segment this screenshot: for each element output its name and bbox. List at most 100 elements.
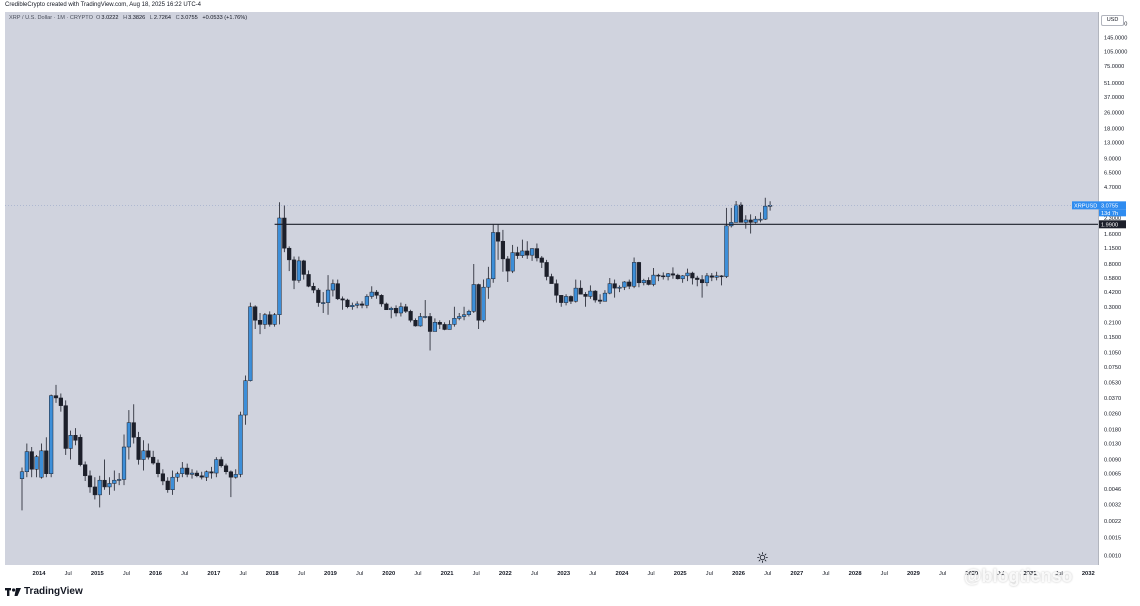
candle [685, 272, 690, 277]
candle [510, 252, 515, 272]
candle [194, 472, 199, 477]
time-axis-label: Jul [939, 571, 946, 577]
candle [257, 320, 263, 325]
price-axis-label: 0.8000 [1104, 262, 1121, 268]
time-axis-label: 2029 [907, 571, 921, 577]
time-axis-label: 2018 [266, 571, 280, 577]
chart-plot-area[interactable]: XRP / U.S. Dollar · 1M · CRYPTO O3.0222 … [5, 12, 1098, 565]
candle [457, 316, 462, 319]
candle [335, 283, 340, 300]
price-axis-label: 13.0000 [1104, 141, 1124, 147]
candle [223, 465, 229, 473]
candle [520, 250, 525, 256]
candle [641, 280, 646, 284]
candle [699, 279, 705, 284]
time-axis-svg: 2014 Jul 2015 Jul 2016 Jul 2017 Jul 2018 Jul 2019 J… [33, 571, 1095, 577]
candle [466, 311, 472, 315]
price-axis-label: 6.5000 [1104, 171, 1121, 177]
time-axis-label: Jul [123, 571, 130, 577]
candle [136, 437, 141, 460]
price-axis-label: 1.6000 [1104, 232, 1121, 238]
candle [568, 296, 574, 302]
price-axis-label: 37.0000 [1104, 95, 1124, 101]
time-axis-label: Jul [881, 571, 888, 577]
price-axis[interactable]: 200.0000145.0000105.000075.000051.000037… [1098, 12, 1140, 565]
price-axis-label: 0.0046 [1104, 487, 1121, 493]
legend-close: 3.0755 [180, 15, 198, 21]
candle [680, 275, 685, 280]
time-axis-label: Jul [65, 571, 72, 577]
price-axis-label: 0.1500 [1104, 335, 1121, 341]
candle [500, 240, 506, 260]
price-axis-label: 0.0750 [1104, 365, 1121, 371]
candle [29, 451, 34, 470]
time-axis-label: 2025 [674, 571, 688, 577]
currency-button[interactable]: USD [1101, 15, 1124, 26]
candle [87, 475, 93, 488]
time-axis[interactable]: 2014 Jul 2015 Jul 2016 Jul 2017 Jul 2018 Jul 2019 J… [5, 565, 1098, 580]
candle [597, 299, 603, 302]
candle [355, 303, 360, 306]
candle [97, 479, 102, 496]
candle [340, 298, 345, 301]
candle [204, 471, 209, 478]
candle [583, 293, 588, 297]
candle [758, 218, 763, 221]
sun-icon[interactable] [757, 552, 768, 563]
candle [675, 274, 680, 280]
candle [165, 480, 170, 490]
price-axis-label: 2.3000 [1104, 216, 1121, 222]
price-axis-label: 0.5800 [1104, 276, 1121, 282]
price-axis-label: 26.0000 [1104, 110, 1124, 116]
candle [423, 316, 428, 318]
tradingview-logo-icon [5, 587, 21, 596]
candle [262, 314, 267, 325]
footer [0, 582, 1140, 606]
tradingview-logo[interactable]: TradingView [5, 586, 83, 597]
candle [44, 450, 49, 474]
candle [282, 217, 287, 249]
tradingview-brand: TradingView [24, 586, 83, 597]
time-axis-label: 2016 [149, 571, 163, 577]
time-axis-label: Jul [1056, 571, 1063, 577]
candle [408, 311, 413, 321]
candle [316, 289, 321, 303]
candle [277, 217, 282, 315]
candle [253, 306, 258, 321]
candle [73, 435, 78, 441]
candle [68, 435, 73, 449]
candle [573, 287, 578, 302]
candle [432, 322, 438, 332]
candle [627, 281, 632, 287]
price-axis-label: 0.0015 [1104, 536, 1121, 542]
price-chart-svg[interactable] [5, 12, 1098, 565]
candle [369, 291, 374, 297]
candle [442, 324, 447, 330]
candle [461, 314, 467, 317]
legend-low: 2.7264 [153, 15, 172, 21]
price-axis-label: 18.0000 [1104, 126, 1124, 132]
candle [714, 275, 719, 278]
candle [267, 314, 272, 325]
candle [325, 289, 331, 303]
candle [185, 467, 190, 475]
candle [389, 307, 394, 311]
legend-open-label: O [96, 15, 101, 21]
candle [330, 283, 335, 291]
candle [121, 446, 127, 480]
candle [602, 292, 608, 302]
price-axis-label: 51.0000 [1104, 81, 1124, 87]
candle [301, 260, 306, 275]
candle [117, 479, 122, 481]
legend-symbol[interactable]: XRP / U.S. Dollar · 1M · CRYPTO [9, 15, 93, 21]
candle [199, 475, 204, 478]
candle [359, 303, 365, 306]
price-axis-label: 9.0000 [1104, 157, 1121, 163]
candle [155, 462, 161, 474]
time-axis-label: 2028 [849, 571, 863, 577]
time-axis-label: 2019 [324, 571, 338, 577]
candle [107, 483, 112, 488]
price-axis-label: 0.0130 [1104, 442, 1121, 448]
candle [447, 324, 452, 330]
candle [19, 471, 25, 479]
